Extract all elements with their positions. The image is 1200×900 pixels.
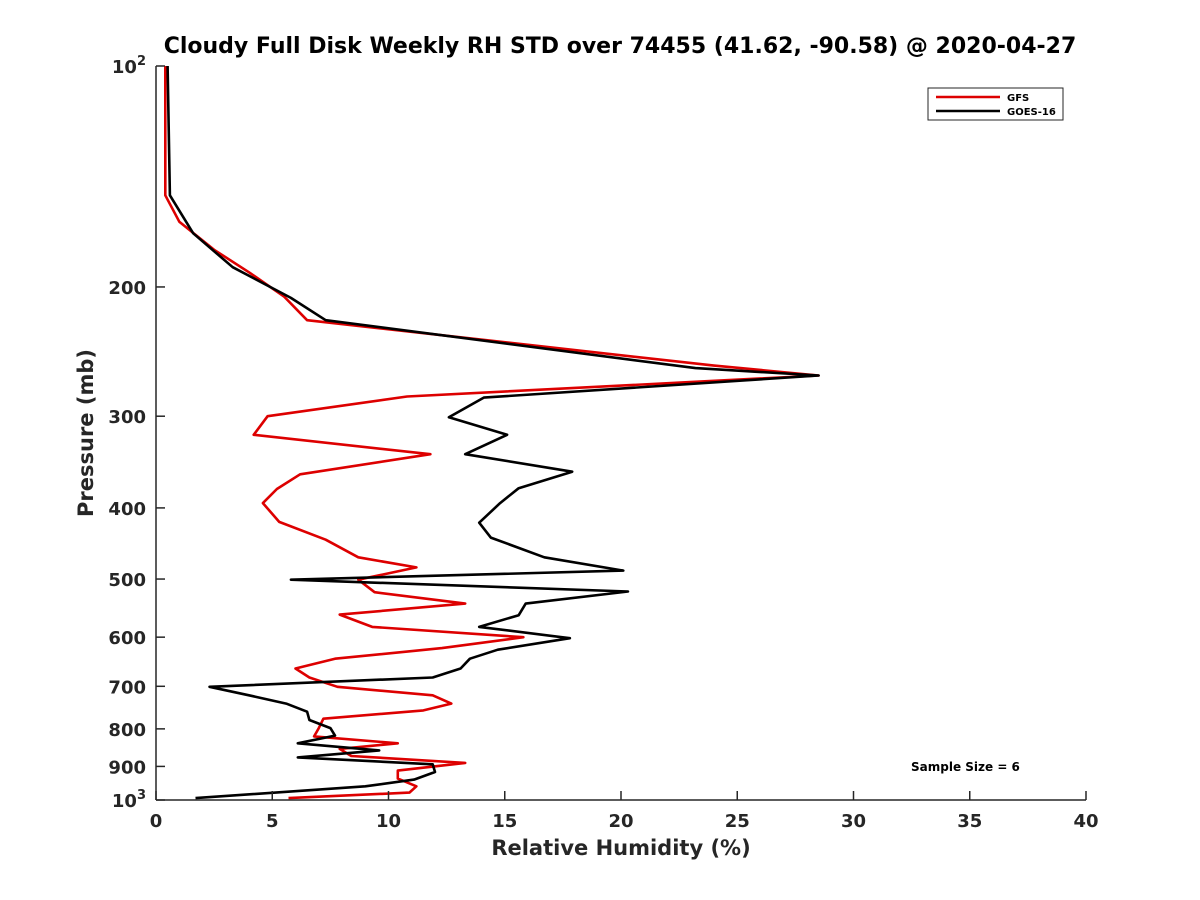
legend: GFS GOES-16: [927, 87, 1064, 121]
x-axis-ticks: 0 5 10 15 20 25 30 35 40: [150, 791, 1099, 832]
legend-box: [927, 87, 1064, 121]
x-tick-label: 15: [492, 811, 517, 832]
y-tick-label: 500: [108, 570, 146, 591]
series-line-gfs: [164, 66, 820, 800]
y-tick-label: 102: [112, 54, 146, 78]
y-axis-label: Pressure (mb): [74, 349, 98, 517]
x-tick-label: 0: [150, 811, 163, 832]
y-tick-label: 800: [108, 720, 146, 741]
plot-area: 0 5 10 15 20 25 30 35 40 102 200 300 400 500 600 700 80…: [108, 54, 1098, 832]
y-tick-label: 700: [108, 677, 146, 698]
x-tick-label: 20: [608, 811, 633, 832]
x-tick-label: 25: [725, 811, 750, 832]
legend-label-gfs: GFS: [1007, 93, 1029, 104]
y-tick-label: 400: [108, 499, 146, 520]
y-tick-label: 600: [108, 628, 146, 649]
x-tick-label: 5: [266, 811, 279, 832]
chart-title: Cloudy Full Disk Weekly RH STD over 7445…: [164, 34, 1077, 59]
x-tick-label: 40: [1073, 811, 1098, 832]
y-axis-ticks: 102 200 300 400 500 600 700 800 900 103: [108, 54, 165, 812]
x-tick-label: 35: [957, 811, 982, 832]
x-tick-label: 10: [376, 811, 401, 832]
series-line-goes16: [166, 65, 820, 800]
sample-size-annotation: Sample Size = 6: [911, 760, 1020, 774]
y-tick-label: 200: [108, 278, 146, 299]
y-tick-label: 900: [108, 757, 146, 778]
y-tick-label: 103: [112, 788, 146, 812]
y-tick-label: 300: [108, 407, 146, 428]
series-layer: [164, 65, 820, 800]
legend-label-goes16: GOES-16: [1007, 107, 1056, 118]
x-axis-label: Relative Humidity (%): [491, 836, 750, 860]
x-tick-label: 30: [841, 811, 866, 832]
